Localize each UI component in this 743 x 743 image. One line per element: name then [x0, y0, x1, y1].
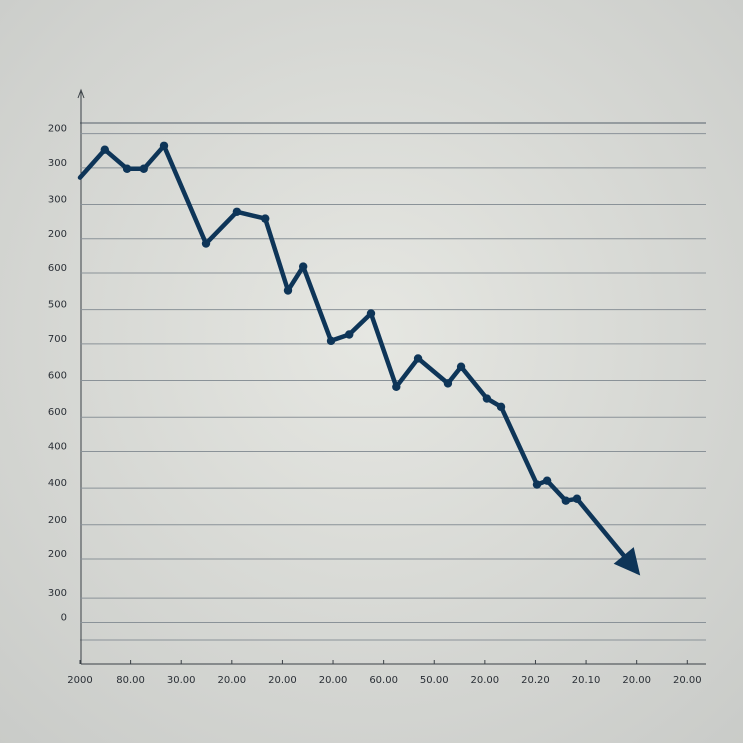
y-tick-label: 300 [48, 195, 67, 206]
y-tick-label: 0 [61, 613, 67, 624]
point [232, 207, 242, 216]
point [345, 330, 354, 339]
point [283, 286, 293, 295]
point [496, 402, 506, 412]
y-axis-arrow [77, 88, 85, 99]
x-tick-label: 20.00 [319, 675, 348, 686]
point [561, 496, 571, 505]
point [413, 354, 423, 363]
arrow-head [613, 547, 641, 576]
y-tick-label: 500 [48, 300, 67, 311]
y-tick-label: 200 [48, 549, 67, 560]
point [572, 494, 582, 503]
x-tick-label: 20.20 [521, 675, 550, 686]
y-tick-label: 600 [48, 263, 67, 274]
x-tick-label: 20.00 [622, 675, 651, 686]
y-tick-label: 200 [48, 229, 67, 240]
point [100, 145, 109, 154]
y-tick-label: 300 [48, 158, 67, 169]
y-tick-label: 200 [48, 124, 67, 135]
x-tick-label: 80.00 [116, 675, 145, 686]
point [456, 362, 466, 371]
y-tick-label: 400 [48, 478, 67, 489]
point [122, 164, 132, 173]
x-tick-label: 20.00 [471, 675, 500, 686]
y-tick-label: 200 [48, 515, 67, 526]
x-tick-label: 20.10 [572, 675, 601, 686]
y-tick-label: 700 [48, 334, 67, 345]
point [298, 262, 308, 271]
point [261, 214, 270, 223]
x-tick-label: 2000 [67, 675, 92, 686]
x-tick-label: 60.00 [369, 675, 398, 686]
point [366, 309, 376, 318]
y-tick-label: 600 [48, 371, 67, 382]
point [482, 394, 492, 403]
x-tick-label: 50.00 [420, 675, 449, 686]
x-tick-label: 20.00 [268, 675, 297, 686]
y-tick-label: 600 [48, 407, 67, 418]
point [392, 382, 401, 391]
x-tick-label: 20.00 [218, 675, 247, 686]
point [443, 379, 453, 388]
point [542, 476, 552, 485]
x-tick-label: 20.00 [673, 675, 702, 686]
point [326, 336, 336, 346]
point [532, 480, 542, 489]
point [201, 239, 211, 248]
y-tick-label: 400 [48, 441, 67, 452]
y-tick-label: 300 [48, 588, 67, 599]
point [139, 164, 148, 173]
x-tick-label: 30.00 [167, 675, 196, 686]
point [159, 141, 169, 150]
